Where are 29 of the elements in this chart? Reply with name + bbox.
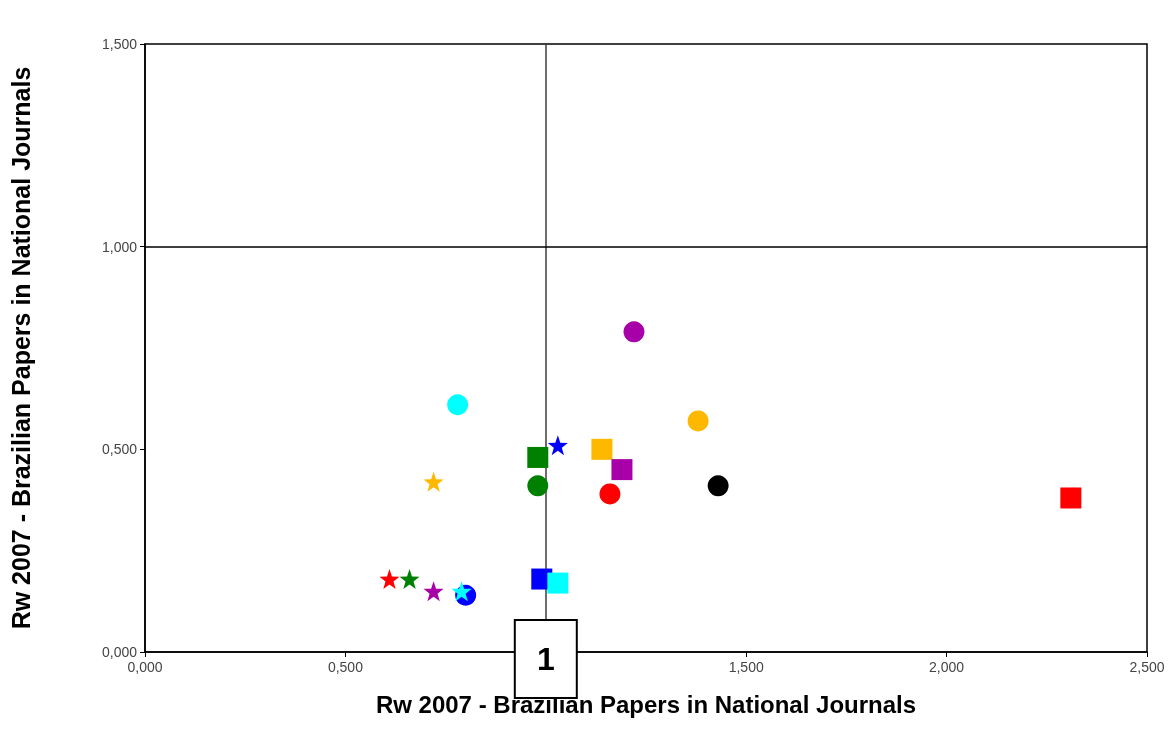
point <box>379 569 400 590</box>
point <box>591 438 613 460</box>
x-tick-label: 0,500 <box>327 659 364 675</box>
point <box>1060 487 1082 509</box>
point <box>547 435 568 456</box>
point <box>423 471 444 492</box>
point <box>447 394 469 416</box>
x-tick-label: 2,500 <box>1129 659 1165 675</box>
point <box>687 410 709 432</box>
x-axis-title: Rw 2007 - Brazilian Papers in National Journals <box>375 690 917 718</box>
annotation: 1 <box>536 641 555 677</box>
point <box>451 581 472 602</box>
point <box>623 321 645 343</box>
x-tick-label: 2,000 <box>929 659 965 675</box>
x-tick-label: 0,000 <box>127 659 163 675</box>
y-tick-label: 1,000 <box>101 238 138 255</box>
point <box>611 459 633 481</box>
point <box>423 581 444 602</box>
y-axis-title: Rw 2007 - Brazilian Papers in National Journals <box>6 66 35 630</box>
x-tick-label: 1,500 <box>728 659 764 675</box>
point <box>599 483 621 505</box>
point <box>547 572 569 594</box>
point <box>527 446 549 468</box>
point <box>707 475 729 497</box>
y-tick-label: 0,000 <box>101 644 138 660</box>
point <box>399 569 420 590</box>
point <box>527 475 549 497</box>
y-tick-label: 1,500 <box>101 36 138 52</box>
y-tick-label: 0,500 <box>101 441 138 458</box>
